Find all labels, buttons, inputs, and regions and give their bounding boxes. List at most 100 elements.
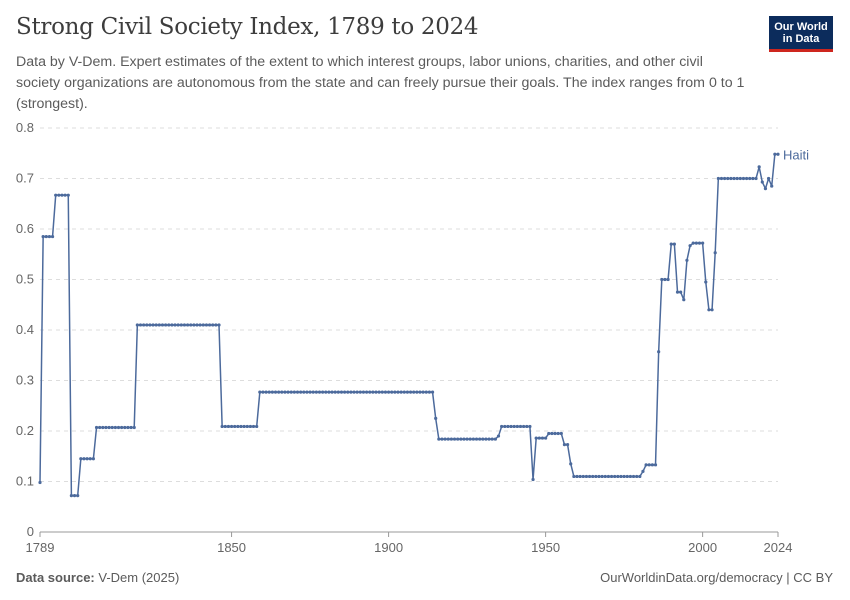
data-point [201,323,205,327]
data-point [82,457,86,461]
data-point [50,234,55,239]
logo-line-2: in Data [782,32,820,45]
data-point [745,176,749,181]
data-point [261,390,265,394]
data-point [120,425,124,430]
data-point [738,176,742,181]
data-point [41,234,45,239]
data-point [503,424,507,429]
data-point [660,277,664,282]
data-point [675,290,680,294]
data-point [245,424,249,429]
data-point [264,390,268,394]
data-point [478,437,482,441]
data-point [701,241,705,245]
y-tick-label: 0.2 [16,423,34,438]
data-point [597,474,601,479]
data-point [377,390,381,394]
data-point [277,390,281,394]
data-point [443,437,447,441]
data-point [559,431,563,436]
data-point [773,152,777,156]
data-point [368,390,372,394]
chart-title: Strong Civil Society Index, 1789 to 2024 [16,14,479,40]
data-point [452,437,457,441]
data-point [550,431,554,436]
data-point [446,437,450,441]
data-point [553,431,557,436]
data-point [462,437,466,441]
data-point [280,390,284,394]
data-point [628,474,633,479]
data-point [157,323,161,327]
data-point [547,431,551,436]
data-point [220,424,224,429]
data-point [355,390,359,394]
data-point [631,474,636,479]
data-point [63,193,67,197]
owid-logo[interactable]: Our World in Data [769,16,833,52]
data-point [578,474,582,479]
data-point [694,241,698,245]
data-source-value: V-Dem (2025) [94,570,180,585]
data-point [211,323,215,327]
data-point [496,434,501,438]
x-tick-label: 1900 [374,540,403,555]
data-point [72,494,77,498]
data-point [358,390,362,394]
data-point [251,424,256,429]
data-point [490,437,494,441]
data-point [135,323,139,327]
data-point [653,463,658,467]
data-point [449,437,453,441]
footer-url-license[interactable]: OurWorldinData.org/democracy | CC BY [600,570,833,585]
data-point [148,323,152,327]
y-tick-label: 0.5 [16,272,34,287]
data-point [352,390,356,394]
data-point [726,176,730,181]
data-point [748,176,752,181]
data-point [465,437,469,441]
data-point [204,323,209,327]
y-tick-label: 0.6 [16,221,34,236]
data-point [44,234,48,239]
data-point [57,193,61,197]
data-point [544,436,548,440]
data-point [85,457,89,461]
data-point [647,463,651,467]
data-point [474,437,479,441]
data-source-label: Data source: [16,570,95,585]
data-point [427,390,432,394]
data-point [242,424,246,429]
data-source: Data source: V-Dem (2025) [16,570,179,585]
data-point [481,437,485,441]
data-point [512,424,516,429]
data-point [164,323,168,327]
data-point [138,323,143,327]
data-point [650,463,654,467]
data-point [672,242,676,246]
data-point [349,390,353,394]
data-point [581,474,585,479]
data-point [239,424,243,429]
data-point [594,474,598,479]
data-point [757,165,761,169]
data-point [732,176,736,181]
data-point [214,323,218,327]
x-tick-label: 1789 [26,540,55,555]
data-point [412,390,416,394]
data-point [192,323,196,327]
data-point [723,176,727,181]
data-point [273,390,278,394]
data-point [327,390,331,394]
data-point [569,462,573,466]
x-tick-label: 1950 [531,540,560,555]
x-tick-label: 2024 [764,540,793,555]
data-point [729,176,733,181]
data-point [286,390,290,394]
data-point [685,258,689,262]
data-point [386,390,391,394]
data-point [591,474,595,479]
data-point [741,176,746,181]
data-point [123,425,127,430]
